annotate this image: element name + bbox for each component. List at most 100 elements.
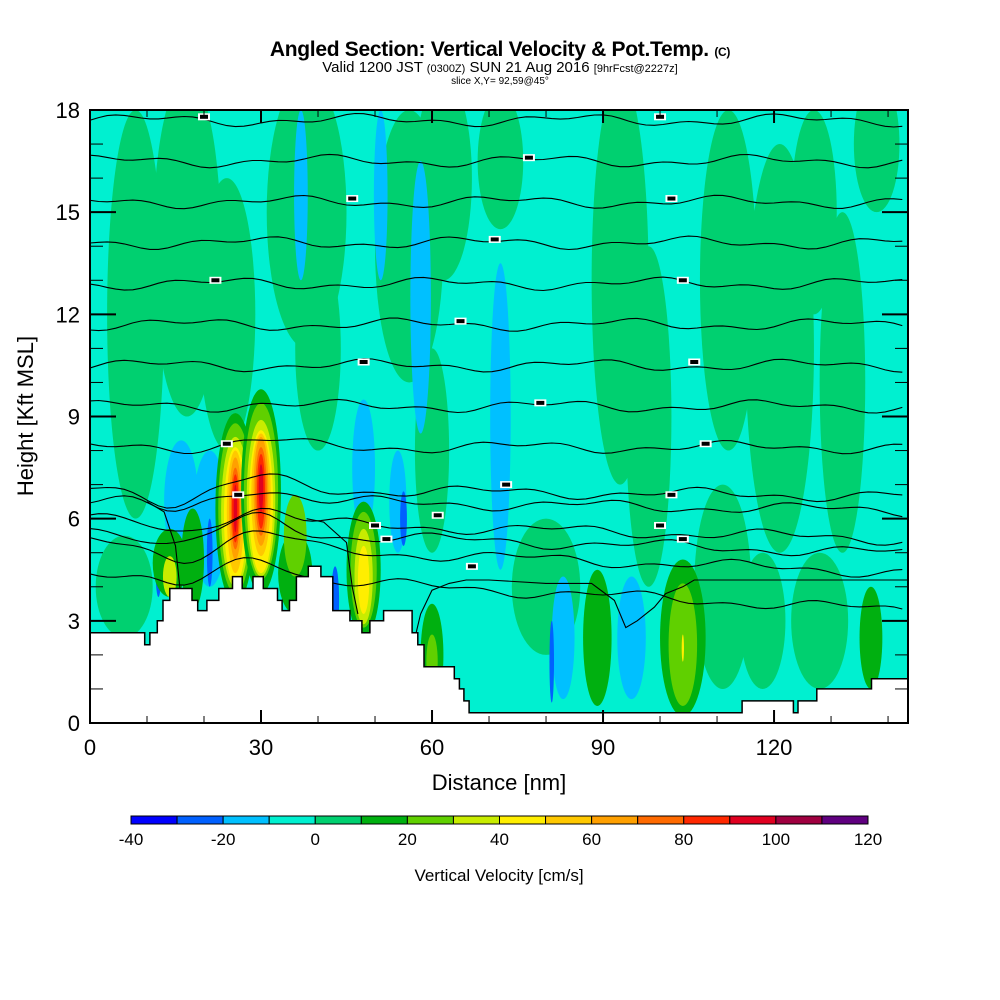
contour-labels bbox=[198, 113, 712, 570]
colorbar-tick-label: 0 bbox=[311, 830, 320, 849]
colorbar-label: Vertical Velocity [cm/s] bbox=[414, 866, 583, 885]
contour-label-glyph bbox=[371, 523, 380, 528]
contour-label-glyph bbox=[359, 360, 368, 365]
theta-isentrope bbox=[408, 579, 908, 672]
velocity-cell bbox=[791, 552, 849, 689]
contour-label-glyph bbox=[490, 237, 499, 242]
valid-date: SUN 21 Aug 2016 bbox=[469, 59, 590, 76]
velocity-cell bbox=[410, 161, 431, 434]
velocity-cell bbox=[551, 576, 575, 700]
colorbar-tick-label: 80 bbox=[674, 830, 693, 849]
valid-zulu: (0300Z) bbox=[426, 63, 466, 75]
colorbar-swatch bbox=[406, 815, 454, 825]
velocity-cell bbox=[617, 576, 646, 700]
colorbar-swatch bbox=[591, 815, 639, 825]
contour-label bbox=[488, 235, 501, 243]
contour-label-glyph bbox=[678, 278, 687, 283]
theta-isentrope bbox=[90, 511, 903, 557]
contour-label bbox=[665, 491, 678, 499]
velocity-cell bbox=[206, 518, 213, 587]
contour-label bbox=[534, 399, 547, 407]
velocity-cell bbox=[477, 110, 524, 230]
theta-isentrope bbox=[306, 518, 359, 615]
y-tick-label: 0 bbox=[68, 711, 80, 736]
contour-label-glyph bbox=[690, 360, 699, 365]
velocity-cell bbox=[352, 399, 376, 536]
contour-label-glyph bbox=[456, 319, 465, 324]
contour-label bbox=[209, 276, 222, 284]
contour-label bbox=[699, 440, 712, 448]
velocity-cell bbox=[357, 545, 370, 615]
colorbar-swatch bbox=[729, 815, 777, 825]
theta-isentrope bbox=[90, 557, 903, 610]
theta-isentrope bbox=[90, 398, 903, 414]
contour-label-glyph bbox=[382, 537, 391, 542]
contour-label bbox=[454, 317, 467, 325]
slice-info: slice X,Y= 92,59@45° bbox=[451, 76, 549, 87]
y-tick-label: 12 bbox=[56, 302, 80, 327]
velocity-cell bbox=[198, 178, 256, 451]
theta-contours bbox=[90, 112, 908, 672]
velocity-cell bbox=[694, 484, 752, 689]
colorbar-tick-label: -20 bbox=[211, 830, 236, 849]
contour-label-glyph bbox=[222, 441, 231, 446]
contour-label-glyph bbox=[467, 564, 476, 569]
velocity-cell bbox=[853, 110, 900, 213]
contour-label bbox=[676, 276, 689, 284]
colorbar-swatch bbox=[499, 815, 547, 825]
colorbar-swatch bbox=[222, 815, 270, 825]
colorbar-swatch bbox=[268, 815, 316, 825]
contour-label bbox=[431, 511, 444, 519]
contour-label bbox=[665, 195, 678, 203]
contour-label-glyph bbox=[656, 523, 665, 528]
y-tick-label: 18 bbox=[56, 98, 80, 123]
x-tick-label: 0 bbox=[84, 735, 96, 760]
axes: 0 30 60 90 120 0 3 6 9 12 15 18 bbox=[56, 98, 908, 760]
chart-title-text: Angled Section: Vertical Velocity & Pot.… bbox=[269, 38, 709, 61]
contour-label bbox=[380, 535, 393, 543]
contour-label-glyph bbox=[502, 482, 511, 487]
contour-label-glyph bbox=[211, 278, 220, 283]
contour-label-glyph bbox=[433, 513, 442, 518]
colorbar-swatch bbox=[683, 815, 731, 825]
colorbar-swatch bbox=[130, 815, 178, 825]
contour-label bbox=[357, 358, 370, 366]
velocity-cell bbox=[549, 620, 555, 703]
theta-isentrope bbox=[90, 473, 903, 509]
contour-label-glyph bbox=[701, 441, 710, 446]
velocity-cell bbox=[681, 634, 684, 662]
y-tick-label: 15 bbox=[56, 200, 80, 225]
x-tick-label: 30 bbox=[249, 735, 273, 760]
contour-label-glyph bbox=[667, 492, 676, 497]
velocity-cell bbox=[625, 246, 672, 587]
theta-isentrope bbox=[90, 112, 903, 128]
colorbar-tick-label: 60 bbox=[582, 830, 601, 849]
terrain-profile bbox=[89, 565, 909, 724]
y-tick-label: 6 bbox=[68, 507, 80, 532]
contour-label bbox=[522, 154, 535, 162]
colorbar-swatch bbox=[637, 815, 685, 825]
contour-label bbox=[220, 440, 233, 448]
velocity-cell bbox=[400, 491, 407, 546]
velocity-cell bbox=[295, 246, 341, 451]
contour-label-glyph bbox=[678, 537, 687, 542]
velocity-cell bbox=[107, 110, 165, 519]
theta-isentrope bbox=[90, 530, 903, 578]
theta-isentrope bbox=[146, 501, 182, 601]
y-tick-label: 3 bbox=[68, 609, 80, 634]
contour-label-glyph bbox=[234, 492, 243, 497]
colorbar-swatch bbox=[452, 815, 500, 825]
contour-label bbox=[676, 535, 689, 543]
contour-label-glyph bbox=[536, 400, 545, 405]
velocity-cell bbox=[859, 586, 883, 689]
colorbar-swatch bbox=[176, 815, 224, 825]
contour-label-glyph bbox=[667, 196, 676, 201]
contour-label bbox=[369, 521, 382, 529]
units-suffix: (C) bbox=[714, 45, 731, 59]
valid-time: Valid 1200 JST (0300Z) SUN 21 Aug 2016 [… bbox=[0, 60, 1000, 77]
velocity-cell bbox=[583, 569, 612, 706]
contour-label bbox=[346, 195, 359, 203]
contour-label bbox=[688, 358, 701, 366]
terrain bbox=[89, 565, 909, 724]
colorbar-tick-label: 120 bbox=[854, 830, 882, 849]
